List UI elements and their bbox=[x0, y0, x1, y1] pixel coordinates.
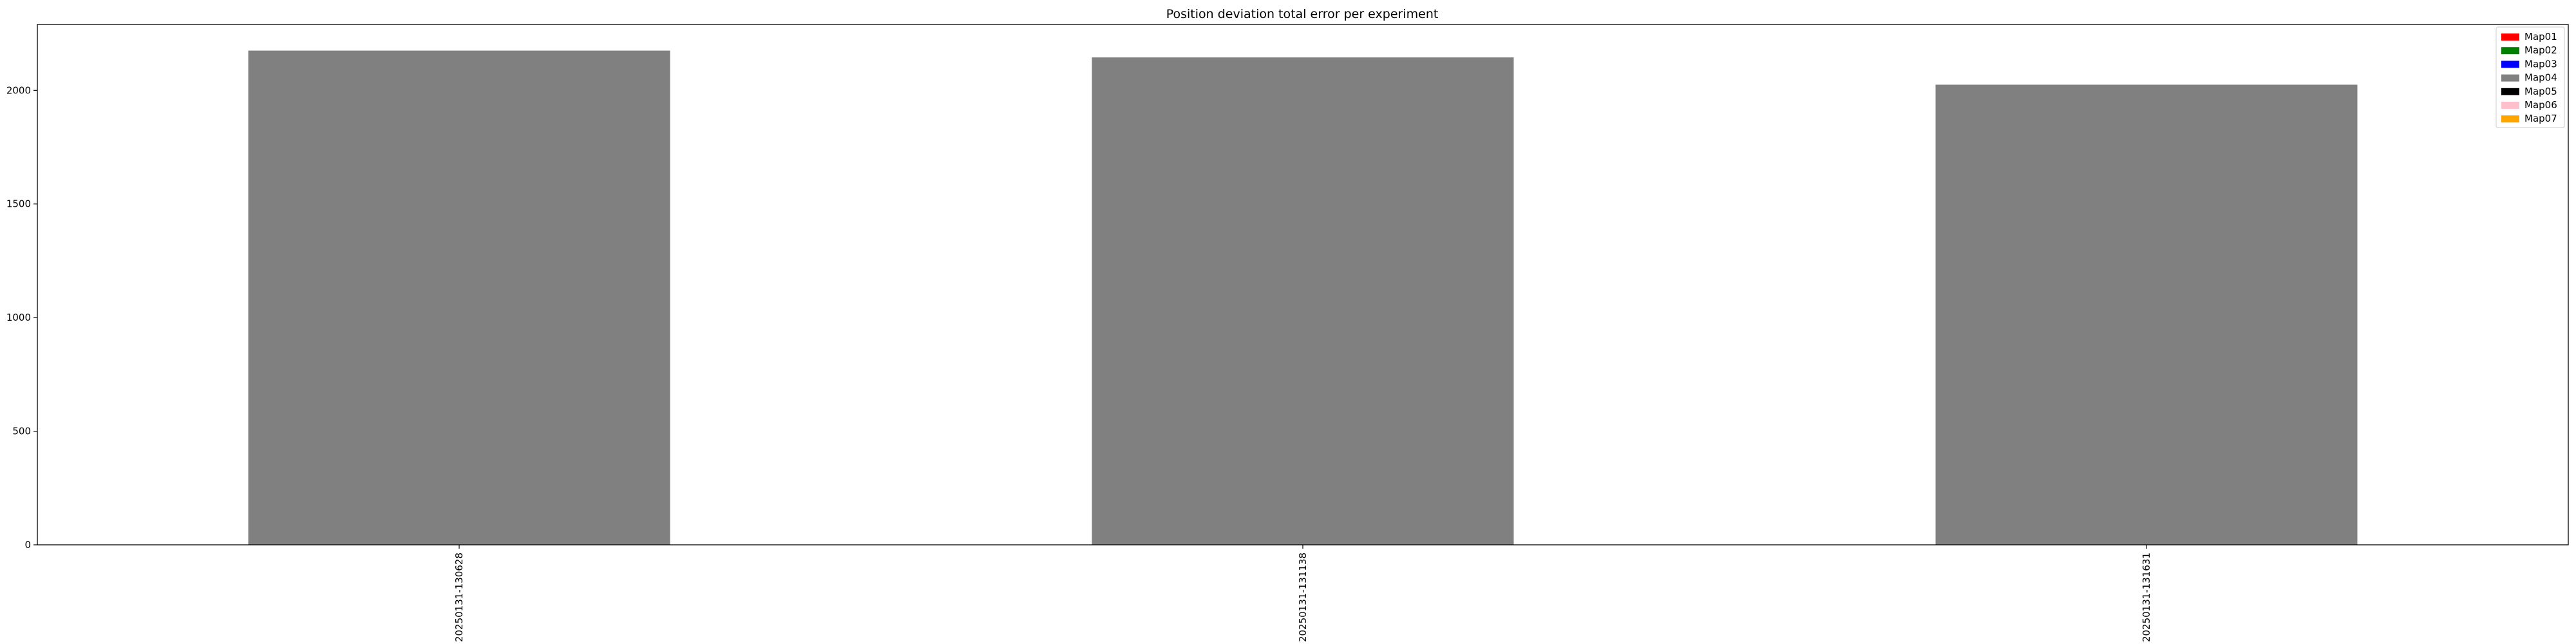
y-tick-label: 1000 bbox=[6, 312, 31, 323]
y-tick-label: 500 bbox=[12, 426, 31, 437]
bars-layer bbox=[248, 50, 2358, 545]
bar-2 bbox=[1092, 57, 1514, 545]
y-tick-label: 0 bbox=[24, 539, 31, 551]
legend-label: Map01 bbox=[2524, 31, 2557, 43]
legend-swatch bbox=[2501, 33, 2519, 41]
legend-swatch bbox=[2501, 102, 2519, 109]
x-tick-label: 20250131-131631 bbox=[2141, 553, 2152, 642]
legend-swatch bbox=[2501, 115, 2519, 123]
legend-label: Map04 bbox=[2524, 72, 2557, 84]
legend-label: Map03 bbox=[2524, 58, 2557, 70]
legend-swatch bbox=[2501, 88, 2519, 95]
legend-swatch bbox=[2501, 74, 2519, 82]
legend-swatch bbox=[2501, 61, 2519, 68]
legend-swatch bbox=[2501, 47, 2519, 55]
y-tick-label: 2000 bbox=[6, 84, 31, 96]
legend-label: Map06 bbox=[2524, 99, 2557, 111]
bar-1 bbox=[248, 50, 670, 545]
y-tick-label: 1500 bbox=[6, 198, 31, 210]
plot-frame bbox=[37, 24, 2569, 545]
chart-title: Position deviation total error per exper… bbox=[1166, 7, 1439, 21]
bar-3 bbox=[1935, 84, 2358, 545]
legend-label: Map07 bbox=[2524, 113, 2557, 124]
legend-label: Map05 bbox=[2524, 86, 2557, 97]
x-tick-label: 20250131-130628 bbox=[453, 553, 465, 642]
x-tick-label: 20250131-131138 bbox=[1297, 553, 1309, 642]
legend-label: Map02 bbox=[2524, 44, 2557, 56]
axes-layer: 20250131-130628 20250131-131138 20250131-1… bbox=[6, 24, 2569, 642]
